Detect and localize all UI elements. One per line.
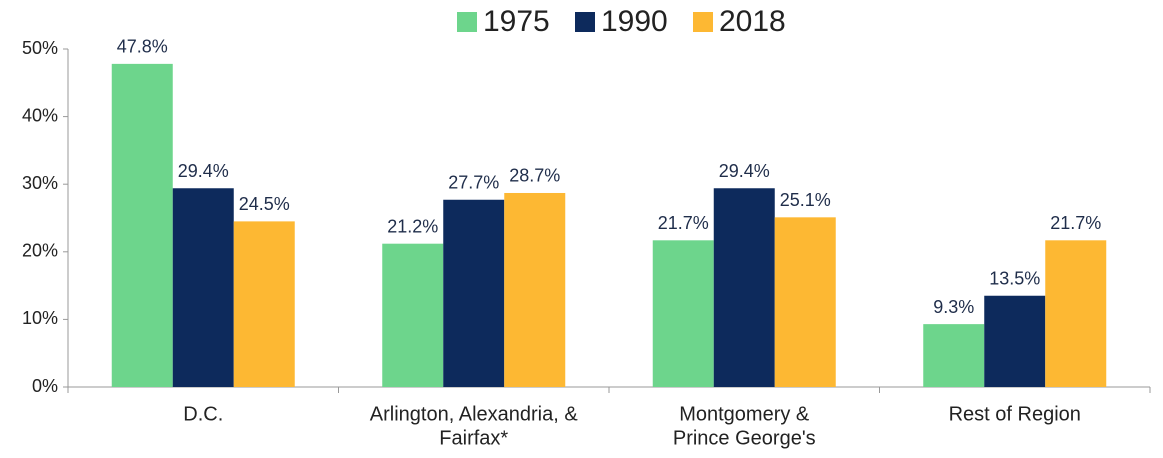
bar bbox=[774, 217, 836, 387]
bar bbox=[443, 199, 505, 387]
value-label: 24.5% bbox=[239, 194, 290, 214]
legend-label: 1975 bbox=[483, 5, 550, 38]
bar bbox=[1045, 240, 1107, 387]
value-label: 25.1% bbox=[780, 190, 831, 210]
x-tick-label: Rest of Region bbox=[949, 403, 1081, 425]
bar bbox=[111, 63, 173, 387]
value-label: 29.4% bbox=[178, 161, 229, 181]
value-label: 28.7% bbox=[509, 166, 560, 186]
bar bbox=[382, 243, 444, 387]
legend-label: 1990 bbox=[601, 5, 668, 38]
value-label: 21.7% bbox=[658, 213, 709, 233]
x-tick-label: D.C. bbox=[183, 403, 223, 425]
x-tick-label: Montgomery & bbox=[679, 403, 810, 425]
legend-swatch bbox=[575, 12, 595, 32]
bar bbox=[923, 324, 985, 387]
bar bbox=[233, 221, 295, 387]
bar bbox=[713, 188, 775, 387]
y-tick-label: 50% bbox=[22, 38, 58, 58]
bar bbox=[984, 295, 1046, 387]
x-tick-label: Fairfax* bbox=[439, 427, 508, 449]
y-tick-label: 30% bbox=[22, 173, 58, 193]
y-tick-label: 10% bbox=[22, 308, 58, 328]
bar bbox=[652, 240, 714, 387]
value-label: 21.2% bbox=[387, 216, 438, 236]
bar bbox=[172, 188, 234, 387]
value-label: 21.7% bbox=[1050, 213, 1101, 233]
x-tick-label: Arlington, Alexandria, & bbox=[370, 403, 579, 425]
x-tick-label: Prince George's bbox=[673, 427, 816, 449]
value-label: 13.5% bbox=[989, 268, 1040, 288]
bar bbox=[504, 192, 566, 387]
legend-label: 2018 bbox=[719, 5, 786, 38]
legend-swatch bbox=[693, 12, 713, 32]
y-tick-label: 40% bbox=[22, 105, 58, 125]
y-tick-label: 0% bbox=[32, 376, 58, 396]
legend-swatch bbox=[457, 12, 477, 32]
y-tick-label: 20% bbox=[22, 241, 58, 261]
value-label: 27.7% bbox=[448, 172, 499, 192]
value-label: 47.8% bbox=[117, 37, 168, 57]
value-label: 9.3% bbox=[933, 297, 974, 317]
value-label: 29.4% bbox=[719, 161, 770, 181]
